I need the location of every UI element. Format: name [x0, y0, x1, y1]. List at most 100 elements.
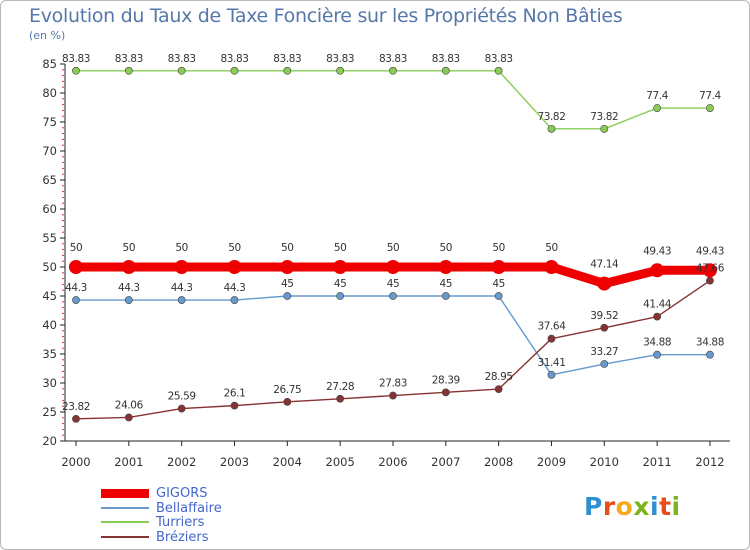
y-tick-label: 20 — [42, 434, 57, 448]
legend-swatch — [101, 488, 149, 498]
y-tick-label: 35 — [42, 347, 57, 361]
data-point — [283, 66, 292, 75]
data-point — [280, 260, 295, 274]
data-label: 39.52 — [590, 310, 618, 322]
data-label: 34.88 — [696, 337, 724, 349]
y-tick-label: 45 — [42, 289, 57, 303]
legend-swatch — [101, 535, 149, 538]
data-label: 50 — [70, 242, 83, 254]
data-label: 73.82 — [537, 111, 565, 123]
data-point — [547, 370, 556, 379]
data-point — [124, 66, 133, 75]
x-tick-label: 2004 — [273, 455, 302, 469]
data-point — [438, 260, 453, 274]
series-layer — [69, 66, 717, 423]
data-label: 45 — [492, 278, 505, 290]
data-label: 28.39 — [432, 374, 460, 386]
data-point — [389, 66, 397, 75]
y-tick-label: 40 — [42, 318, 57, 332]
data-point — [597, 276, 612, 291]
data-label: 83.83 — [432, 53, 460, 65]
data-point — [177, 404, 186, 413]
data-label: 33.27 — [590, 346, 618, 358]
data-point — [177, 66, 186, 75]
data-label: 45 — [440, 278, 453, 290]
data-label: 83.83 — [62, 53, 90, 65]
data-label: 28.95 — [485, 371, 513, 383]
data-label: 25.59 — [168, 391, 196, 403]
x-tick-label: 2002 — [167, 455, 196, 469]
data-point — [124, 296, 133, 304]
series-gigors — [69, 260, 717, 291]
data-point — [600, 124, 609, 133]
data-point — [230, 296, 239, 304]
data-label: 45 — [387, 278, 400, 290]
data-label: 26.75 — [273, 384, 301, 396]
data-point — [283, 397, 292, 406]
data-point — [600, 323, 609, 332]
data-label: 37.64 — [537, 321, 566, 333]
data-label: 45 — [281, 278, 294, 290]
y-tick-label: 50 — [42, 260, 57, 274]
data-label: 50 — [387, 242, 400, 254]
data-point — [650, 263, 665, 278]
data-point — [69, 260, 83, 274]
data-point — [702, 263, 717, 278]
logo-letter: o — [615, 492, 634, 521]
data-point — [706, 276, 714, 285]
data-point — [389, 292, 397, 300]
unit-label: (en %) — [29, 29, 66, 42]
data-point — [491, 260, 506, 274]
data-label: 83.83 — [379, 53, 407, 65]
data-point — [230, 401, 239, 410]
data-label: 24.06 — [115, 399, 144, 411]
data-label: 47.14 — [590, 259, 619, 271]
legend-label: Bellaffaire — [156, 500, 222, 516]
x-tick-label: 2007 — [431, 455, 460, 469]
data-point — [72, 66, 80, 75]
data-point — [653, 350, 662, 359]
data-point — [121, 260, 136, 274]
data-label: 44.3 — [224, 282, 246, 294]
data-point — [600, 360, 609, 368]
data-point — [547, 124, 556, 133]
logo-letter: r — [602, 492, 616, 521]
data-point — [72, 414, 80, 423]
x-tick-label: 2000 — [61, 455, 90, 469]
data-point — [441, 66, 450, 75]
y-tick-label: 60 — [42, 202, 57, 216]
data-label: 77.4 — [646, 90, 668, 102]
y-tick-label: 85 — [42, 57, 57, 71]
chart-title: Evolution du Taux de Taxe Foncière sur l… — [29, 5, 623, 27]
data-label: 50 — [492, 242, 505, 254]
data-label: 83.83 — [168, 53, 196, 65]
series-turriers — [72, 66, 714, 133]
data-point — [653, 312, 662, 321]
data-label: 47.66 — [696, 263, 725, 275]
data-label: 83.83 — [220, 53, 248, 65]
data-label: 23.82 — [62, 401, 90, 413]
y-tick-label: 30 — [42, 376, 57, 390]
logo-letter: P — [584, 492, 603, 521]
data-label: 44.3 — [171, 282, 193, 294]
x-tick-label: 2008 — [484, 455, 513, 469]
y-tick-label: 80 — [42, 86, 57, 100]
series-bréziers — [72, 276, 714, 423]
data-point — [706, 104, 714, 112]
data-point — [227, 260, 242, 274]
data-point — [494, 66, 503, 75]
data-point — [174, 260, 189, 274]
data-label: 27.28 — [326, 381, 354, 393]
y-tick-label: 65 — [42, 173, 57, 187]
data-point — [283, 292, 292, 300]
data-label: 49.43 — [643, 245, 671, 257]
data-label: 83.83 — [485, 53, 513, 65]
legend-swatch — [101, 521, 149, 523]
data-label: 73.82 — [590, 111, 618, 123]
data-label: 50 — [440, 242, 453, 254]
data-label: 27.83 — [379, 378, 407, 390]
data-label: 50 — [175, 242, 188, 254]
data-labels: 83.83 83.83 83.83 83.83 83.83 83.83 83.83 83.83… — [62, 53, 725, 413]
